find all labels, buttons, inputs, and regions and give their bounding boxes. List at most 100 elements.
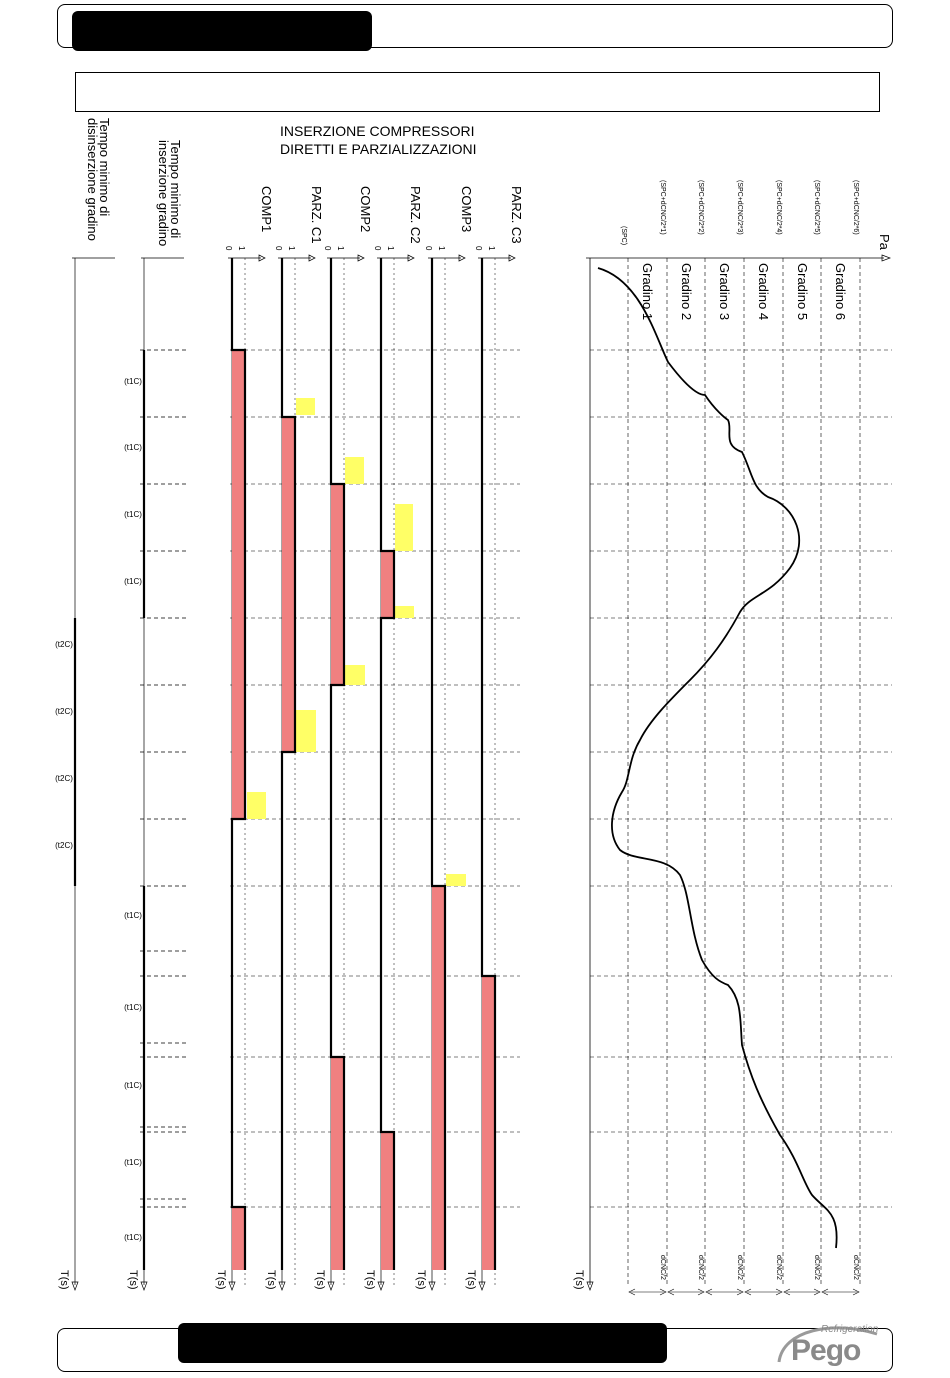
pressure-level-label: (SPC+dCNC/2*6)	[852, 180, 859, 235]
time-axis-label: T(s)	[58, 1270, 70, 1290]
active-period-comp1	[232, 350, 245, 819]
pressure-level-label: (SPC)	[620, 226, 627, 245]
band-arrow-icon	[813, 1288, 821, 1296]
t1c-mark: (t1C)	[124, 577, 142, 586]
time-axis-label: T(s)	[364, 1270, 376, 1290]
active-period-comp2	[331, 1057, 344, 1270]
level-1-label: 1	[487, 246, 496, 251]
pressure-level-label: (SPC+dCNC/2*2)	[697, 180, 704, 235]
band-arrow-icon	[775, 1288, 783, 1296]
level-0-label: 0	[373, 246, 382, 251]
time-arrow-icon	[478, 1281, 486, 1291]
pressure-level-label: (SPC+dCNC/2*3)	[736, 180, 743, 235]
channel-label-parz-c2: PARZ. C2	[408, 186, 423, 244]
pressure-arrow-icon	[881, 254, 891, 262]
active-period-comp1	[232, 1207, 245, 1270]
logo-brand: Pego	[791, 1334, 861, 1367]
signal-line-comp3	[430, 258, 447, 1270]
diagram-title-line2: DIRETTI E PARZIALIZZAZIONI	[280, 141, 477, 157]
delay-marker	[296, 398, 315, 415]
signal-line-parz-c1	[280, 258, 297, 1270]
axis-arrow-icon	[508, 254, 516, 262]
level-0-label: 0	[224, 246, 233, 251]
pressure-level-label: (SPC+dCNC/2*1)	[659, 180, 666, 235]
t1c-mark: (t1C)	[124, 1158, 142, 1167]
band-arrow-icon	[705, 1288, 713, 1296]
channel-label-comp2: COMP2	[358, 186, 373, 232]
t2c-mark: (t2C)	[55, 707, 73, 716]
band-arrow-icon	[659, 1288, 667, 1296]
channel-label-comp3: COMP3	[459, 186, 474, 232]
time-arrow-icon	[327, 1281, 335, 1291]
t1c-title-line2: inserzione gradino	[156, 140, 171, 246]
axis-arrow-icon	[458, 254, 466, 262]
delay-marker	[446, 874, 466, 886]
level-0-label: 0	[274, 246, 283, 251]
time-arrow-icon	[377, 1281, 385, 1291]
logo-tagline: Refrigeration	[821, 1324, 879, 1335]
pressure-axis-label: Pa	[877, 234, 892, 251]
time-arrow-icon	[586, 1281, 594, 1291]
time-axis-label: T(s)	[265, 1270, 277, 1290]
t1c-mark: (t1C)	[124, 443, 142, 452]
pressure-level-label: (SPC+dCNC/2*5)	[813, 180, 820, 235]
level-0-label: 0	[474, 246, 483, 251]
delay-marker	[247, 792, 266, 819]
band-label: dCNC/2	[659, 1255, 666, 1280]
level-1-label: 1	[237, 246, 246, 251]
step-label: Gradino 3	[717, 263, 732, 320]
section-title-box	[75, 72, 880, 112]
step-label: Gradino 1	[640, 263, 655, 320]
t2c-mark: (t2C)	[55, 640, 73, 649]
time-axis-label: T(s)	[465, 1270, 477, 1290]
band-label: dCNC/2	[813, 1255, 820, 1280]
active-period-comp3	[432, 886, 445, 1270]
level-1-label: 1	[437, 246, 446, 251]
active-period-comp2	[331, 484, 344, 685]
band-arrow-icon	[628, 1288, 636, 1296]
band-label: dCNC/2	[852, 1255, 859, 1280]
level-0-label: 0	[424, 246, 433, 251]
t1c-mark: (t1C)	[124, 911, 142, 920]
pressure-curve	[597, 267, 838, 1249]
time-arrow-icon	[428, 1281, 436, 1291]
band-label: dCNC/2	[775, 1255, 782, 1280]
t1c-mark: (t1C)	[124, 377, 142, 386]
t1c-mark: (t1C)	[124, 1081, 142, 1090]
time-axis-label: T(s)	[215, 1270, 227, 1290]
band-arrow-icon	[821, 1288, 829, 1296]
level-0-label: 0	[323, 246, 332, 251]
t1c-mark: (t1C)	[124, 1003, 142, 1012]
delay-marker	[395, 504, 413, 551]
t2c-mark: (t2C)	[55, 774, 73, 783]
signal-line-comp1	[230, 258, 247, 1270]
time-arrow-icon	[228, 1281, 236, 1291]
delay-marker	[296, 710, 316, 752]
band-label: dCNC/2	[697, 1255, 704, 1280]
level-1-label: 1	[287, 246, 296, 251]
step-label: Gradino 5	[795, 263, 810, 320]
delay-marker	[395, 606, 414, 618]
axis-arrow-icon	[357, 254, 365, 262]
pego-logo: Refrigeration Pego	[773, 1322, 885, 1367]
delay-marker	[345, 457, 364, 484]
pressure-level-label: (SPC+dCNC/2*4)	[775, 180, 782, 235]
pego-logo-swoosh-icon	[777, 1326, 878, 1363]
band-arrow-icon	[744, 1288, 752, 1296]
t2c-title-line1: Tempo minimo di	[97, 118, 112, 216]
time-axis-label: T(s)	[314, 1270, 326, 1290]
header-title-bar	[72, 11, 372, 51]
channel-label-comp1: COMP1	[259, 186, 274, 232]
channel-label-parz-c1: PARZ. C1	[309, 186, 324, 244]
t1c-mark: (t1C)	[124, 1233, 142, 1242]
active-period-parz-c2	[381, 551, 394, 618]
time-axis-label-pressure: T(s)	[573, 1270, 585, 1290]
band-arrow-icon	[783, 1288, 791, 1296]
active-period-parz-c3	[482, 976, 495, 1270]
t2c-title-line2: disinserzione gradino	[85, 118, 100, 241]
signal-line-parz-c2	[379, 258, 396, 1270]
delay-marker	[345, 665, 365, 685]
t1c-mark: (t1C)	[124, 510, 142, 519]
footer-title-bar	[178, 1323, 667, 1363]
